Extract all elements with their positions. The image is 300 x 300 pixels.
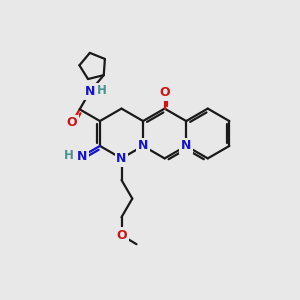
Text: N: N bbox=[77, 150, 88, 163]
Text: H: H bbox=[64, 149, 74, 162]
Text: O: O bbox=[116, 229, 127, 242]
Text: N: N bbox=[138, 140, 148, 152]
Text: H: H bbox=[98, 84, 107, 97]
Text: O: O bbox=[67, 116, 77, 129]
Text: O: O bbox=[159, 86, 170, 100]
Text: N: N bbox=[116, 152, 127, 165]
Text: N: N bbox=[85, 85, 95, 98]
Text: N: N bbox=[181, 140, 191, 152]
